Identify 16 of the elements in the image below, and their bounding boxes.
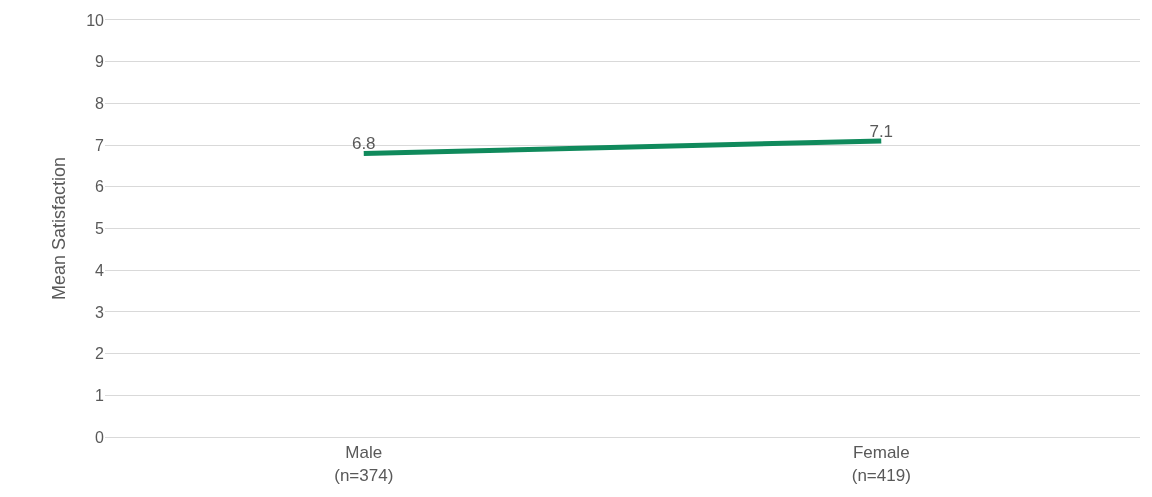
- y-tick-label: 10: [86, 11, 105, 29]
- y-tick-label: 7: [95, 136, 105, 154]
- y-tick-label: 4: [95, 261, 105, 279]
- y-tick-label: 5: [95, 220, 105, 238]
- y-tick-label: 2: [95, 345, 105, 363]
- y-axis-title: Mean Satisfaction: [49, 156, 70, 301]
- y-tick-label: 0: [95, 428, 105, 446]
- data-label: 7.1: [869, 121, 894, 141]
- y-tick-label: 8: [95, 95, 105, 112]
- y-tick-label: 6: [95, 178, 105, 196]
- y-tick-label: 3: [95, 303, 105, 321]
- x-tick-label: Male (n=374): [334, 443, 394, 485]
- y-tick-label: 9: [95, 53, 105, 71]
- data-label: 6.8: [351, 134, 376, 154]
- y-tick-label: 1: [95, 386, 105, 404]
- x-tick-label: Female (n=419): [851, 443, 911, 485]
